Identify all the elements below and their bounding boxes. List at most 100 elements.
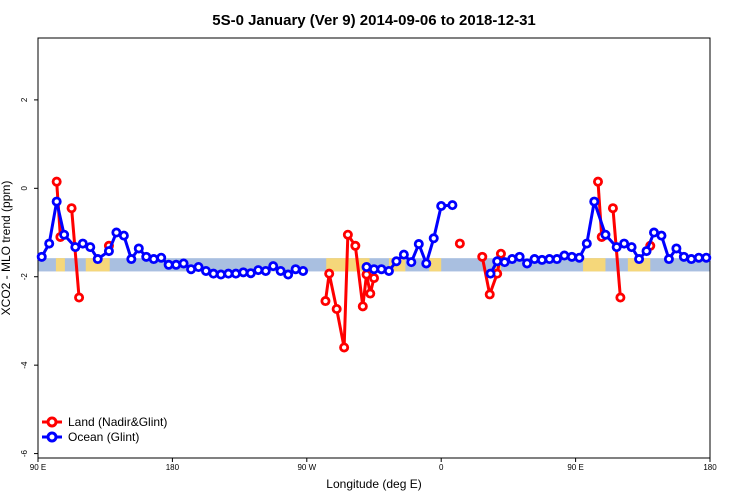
- data-point-ocean: [376, 264, 387, 275]
- data-point-ocean: [656, 230, 667, 241]
- data-point-ocean: [663, 254, 674, 265]
- data-point-ocean: [268, 261, 279, 272]
- data-point-ocean: [485, 268, 496, 279]
- data-point-ocean: [383, 265, 394, 276]
- data-point-land: [331, 304, 342, 315]
- data-point-ocean: [215, 269, 226, 280]
- data-point-land: [615, 292, 626, 303]
- y-tick-label: -4: [20, 361, 29, 369]
- data-point-ocean: [77, 238, 88, 249]
- data-point-ocean: [413, 239, 424, 250]
- data-point-ocean: [398, 249, 409, 260]
- legend-marker-land: [46, 416, 58, 428]
- data-point-ocean: [492, 256, 503, 267]
- data-point-ocean: [44, 238, 55, 249]
- x-tick-label: 0: [439, 463, 444, 472]
- data-point-land: [324, 268, 335, 279]
- data-point-land: [51, 176, 62, 187]
- data-point-land: [320, 296, 331, 307]
- data-point-ocean: [156, 252, 167, 263]
- chart-title: 5S-0 January (Ver 9) 2014-09-06 to 2018-…: [212, 12, 536, 29]
- data-point-ocean: [406, 257, 417, 268]
- strip-land: [55, 258, 65, 272]
- data-point-ocean: [391, 256, 402, 267]
- plot-frame: [37, 37, 711, 459]
- data-point-ocean: [581, 238, 592, 249]
- data-point-ocean: [103, 246, 114, 257]
- data-point-ocean: [148, 254, 159, 265]
- data-point-ocean: [428, 233, 439, 244]
- strip-land: [85, 258, 110, 272]
- data-point-land: [66, 203, 77, 214]
- data-point-ocean: [178, 258, 189, 269]
- data-point-land: [365, 288, 376, 299]
- strip-land: [583, 258, 606, 272]
- data-point-land: [74, 292, 85, 303]
- data-point-land: [368, 273, 379, 284]
- data-point-land: [350, 240, 361, 251]
- data-point-ocean: [634, 254, 645, 265]
- series-land: [51, 176, 656, 353]
- data-point-land: [454, 238, 465, 249]
- data-point-ocean: [283, 269, 294, 280]
- data-point-ocean: [529, 254, 540, 265]
- y-tick-label: 2: [20, 97, 29, 102]
- series-ocean: [36, 196, 712, 280]
- legend-marker-ocean: [46, 431, 58, 443]
- x-axis: 90 E 180 90 W 0 90 E 180: [30, 458, 717, 472]
- data-point-ocean: [92, 254, 103, 265]
- data-point-land: [357, 301, 368, 312]
- series-line-land: [611, 208, 622, 298]
- series-line-land: [596, 181, 604, 238]
- data-point-ocean: [193, 262, 204, 273]
- strip-land: [627, 258, 651, 272]
- data-point-land: [593, 176, 604, 187]
- data-point-ocean: [238, 267, 249, 278]
- data-point-ocean: [619, 238, 630, 249]
- legend-label-land: Land (Nadir&Glint): [68, 415, 167, 429]
- data-point-ocean: [589, 196, 600, 207]
- data-point-ocean: [421, 258, 432, 269]
- data-point-ocean: [600, 229, 611, 240]
- data-point-land: [477, 251, 488, 262]
- data-point-ocean: [36, 251, 47, 262]
- data-point-ocean: [298, 265, 309, 276]
- data-point-ocean: [522, 258, 533, 269]
- data-point-land: [342, 229, 353, 240]
- data-point-ocean: [85, 242, 96, 253]
- x-tick-label: 90 E: [567, 463, 583, 472]
- data-point-ocean: [70, 242, 81, 253]
- data-point-ocean: [626, 242, 637, 253]
- data-point-land: [607, 203, 618, 214]
- data-point-land: [339, 342, 350, 353]
- data-point-ocean: [671, 243, 682, 254]
- legend: Land (Nadir&Glint) Ocean (Glint): [42, 415, 167, 444]
- data-point-ocean: [230, 268, 241, 279]
- data-point-ocean: [260, 265, 271, 276]
- x-tick-label: 180: [166, 463, 180, 472]
- data-point-ocean: [701, 252, 712, 263]
- y-axis: 2 0 -2 -4 -6: [20, 97, 38, 457]
- data-point-ocean: [275, 265, 286, 276]
- data-point-ocean: [611, 242, 622, 253]
- data-point-ocean: [537, 254, 548, 265]
- data-point-ocean: [566, 251, 577, 262]
- data-point-ocean: [436, 200, 447, 211]
- data-point-land: [484, 289, 495, 300]
- data-point-ocean: [51, 196, 62, 207]
- data-point-ocean: [171, 259, 182, 270]
- y-tick-label: -2: [20, 273, 29, 281]
- data-point-ocean: [686, 254, 697, 265]
- data-point-ocean: [551, 254, 562, 265]
- data-point-ocean: [126, 254, 137, 265]
- x-tick-label: 90 E: [30, 463, 46, 472]
- data-point-ocean: [208, 268, 219, 279]
- y-axis-label: XCO2 - MLO trend (ppm): [0, 181, 13, 316]
- data-point-ocean: [514, 251, 525, 262]
- data-point-land: [495, 248, 506, 259]
- data-point-ocean: [641, 246, 652, 257]
- data-point-ocean: [447, 200, 458, 211]
- series-line-land: [70, 208, 81, 298]
- data-point-ocean: [559, 250, 570, 261]
